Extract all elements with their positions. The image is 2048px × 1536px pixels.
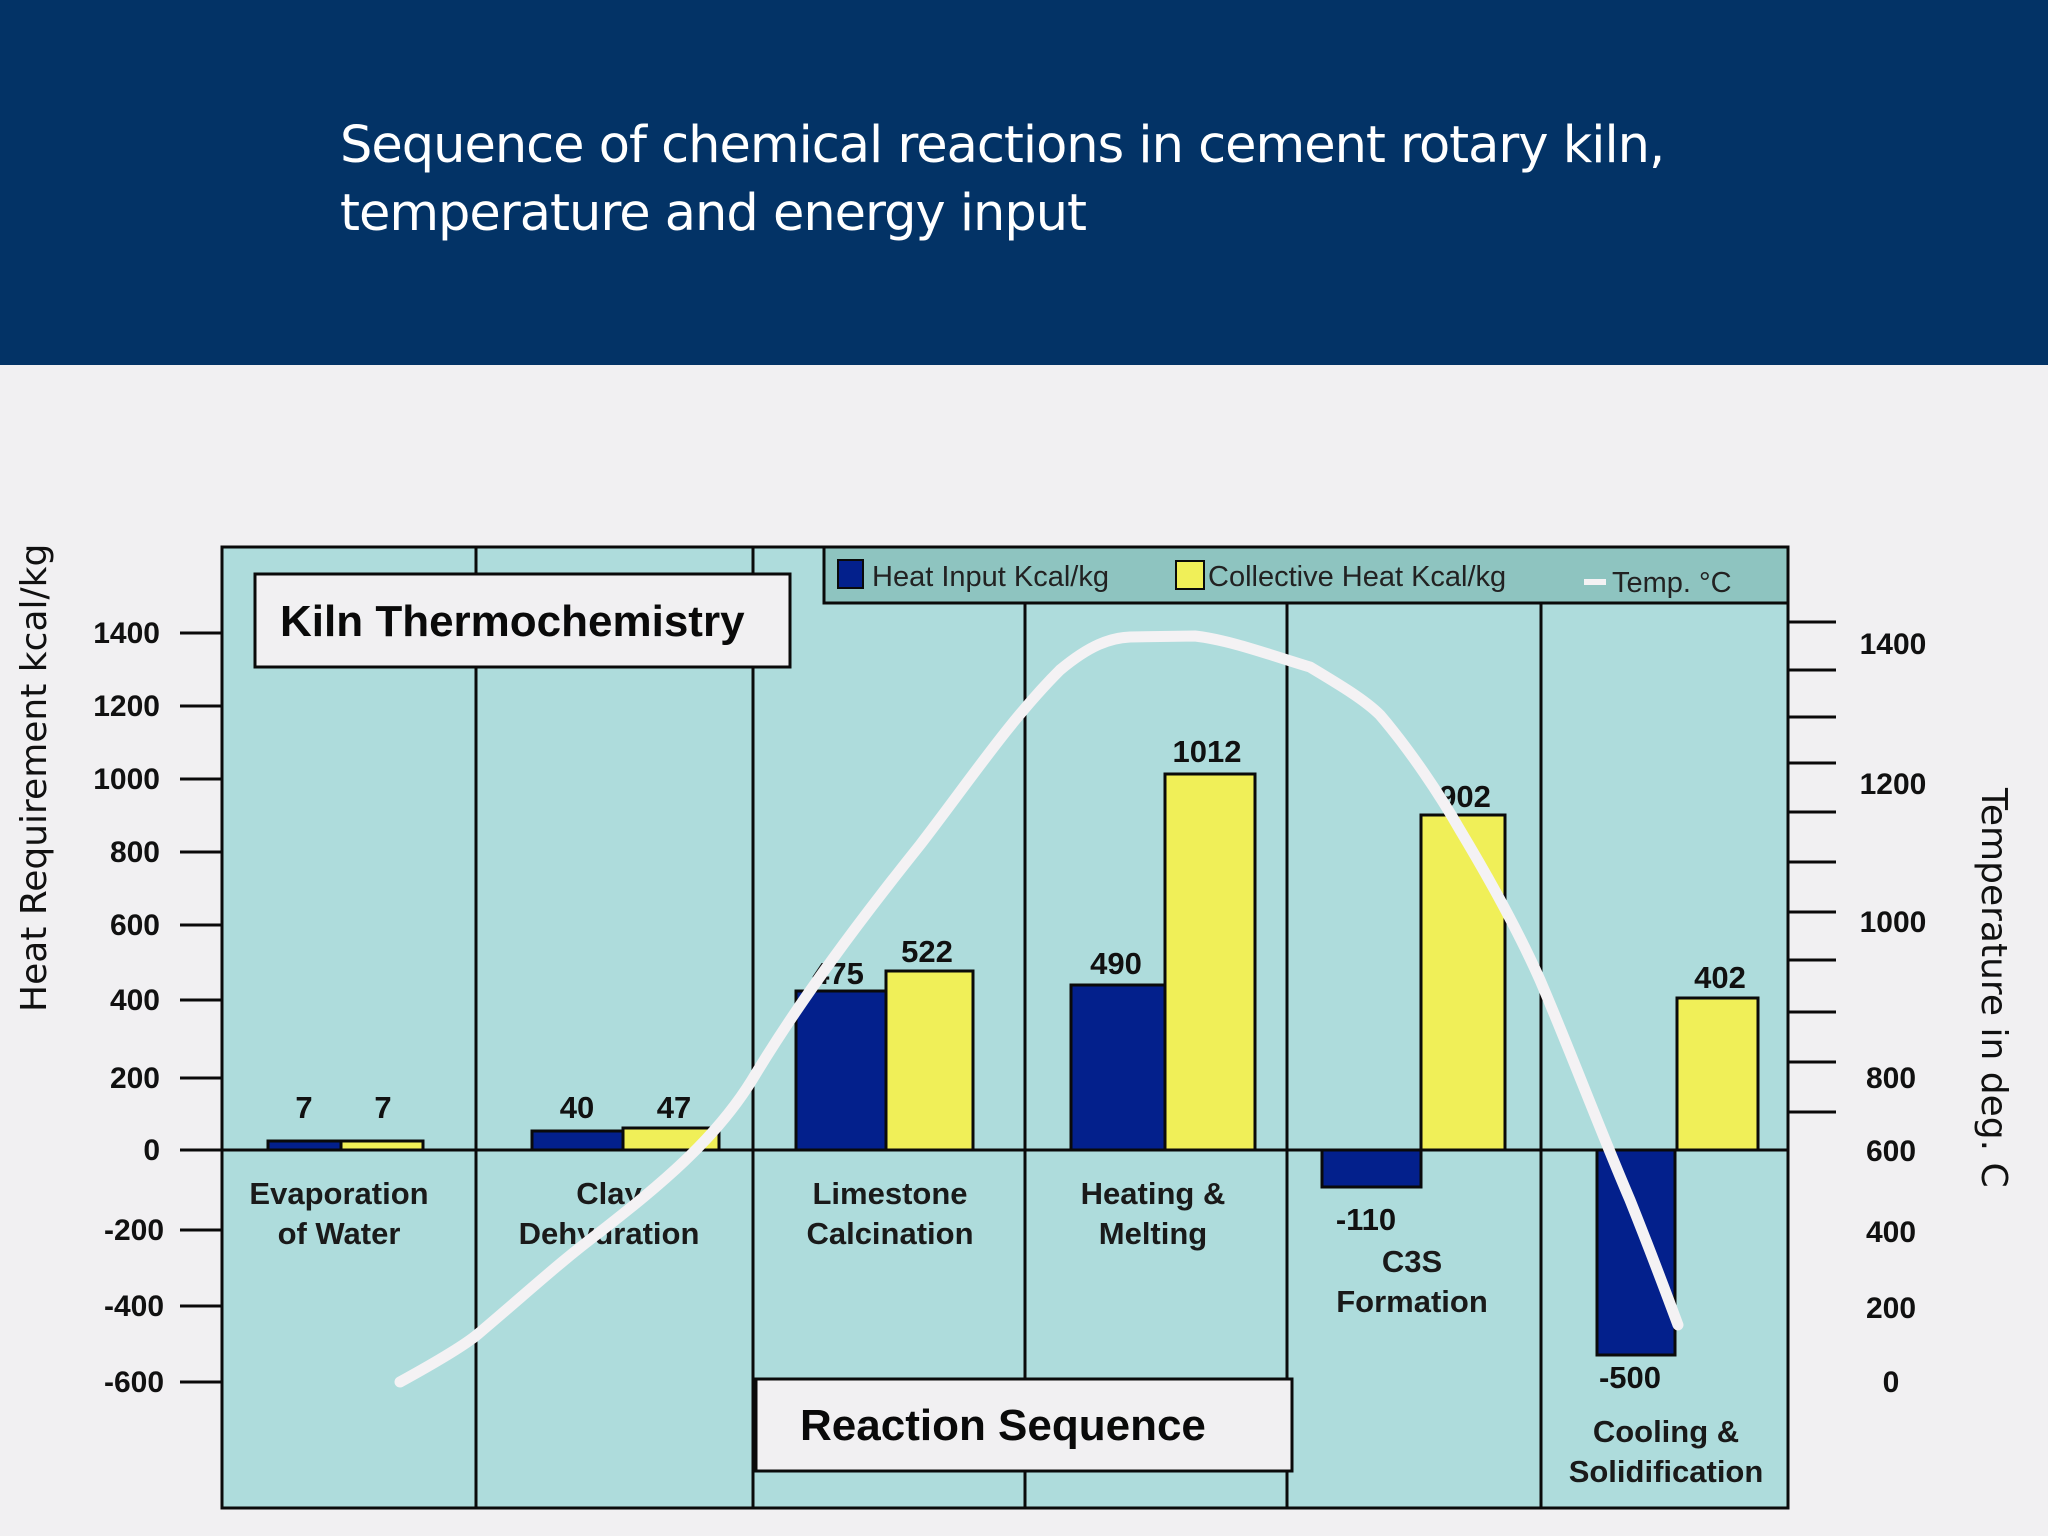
- value-label: 40: [560, 1090, 594, 1125]
- y-tick-label: -400: [104, 1290, 164, 1323]
- right-axis-labels: 1400 1200 1000 800 600 400 200 0: [1860, 628, 1927, 1399]
- y2-tick-label: 1000: [1860, 906, 1927, 939]
- value-label: 522: [901, 934, 953, 969]
- category-label: Calcination: [806, 1216, 973, 1251]
- y-tick-label: 0: [143, 1134, 160, 1167]
- y-tick-label: 1200: [93, 690, 160, 723]
- y-tick-label: 1000: [93, 763, 160, 796]
- bar-collective-limestone: [884, 969, 975, 1152]
- value-label: 490: [1090, 946, 1142, 981]
- y2-tick-label: 600: [1866, 1135, 1916, 1168]
- y-tick-label: -200: [104, 1214, 164, 1247]
- y-tick-label: 200: [110, 1062, 160, 1095]
- legend-label-temperature: Temp. °C: [1612, 567, 1732, 599]
- bar-heat-input-cooling: [1595, 1148, 1677, 1357]
- legend-label-collective-heat: Collective Heat Kcal/kg: [1208, 561, 1506, 593]
- x-axis-title-box: Reaction Sequence: [754, 1377, 1294, 1473]
- slide-header: Sequence of chemical reactions in cement…: [0, 0, 2048, 365]
- legend-box: [822, 545, 1790, 605]
- value-label: 47: [657, 1090, 691, 1125]
- left-axis: [180, 631, 222, 1384]
- bar-heat-input-heating: [1069, 983, 1167, 1152]
- bar-heat-input-limestone: [794, 989, 888, 1152]
- collective-heat-bars: [339, 772, 1760, 1152]
- heat-input-bars: [266, 983, 1677, 1357]
- bar-collective-evaporation: [339, 1139, 425, 1152]
- y2-tick-label: 1200: [1860, 768, 1927, 801]
- chart-legend: Heat Input Kcal/kg Collective Heat Kcal/…: [822, 545, 1790, 605]
- legend-swatch-heat-input: [837, 559, 864, 589]
- plot-area: [220, 545, 1790, 1510]
- y-tick-label: 400: [110, 984, 160, 1017]
- value-label: -110: [1336, 1202, 1396, 1237]
- legend-label-heat-input: Heat Input Kcal/kg: [872, 561, 1109, 593]
- category-label: Limestone: [812, 1176, 967, 1211]
- category-label: Cooling &: [1593, 1414, 1739, 1449]
- x-axis-title: Reaction Sequence: [800, 1401, 1206, 1450]
- y2-tick-label: 0: [1883, 1366, 1900, 1399]
- category-label: C3S: [1382, 1244, 1442, 1279]
- category-label: Evaporation: [249, 1176, 428, 1211]
- y-tick-label: 800: [110, 836, 160, 869]
- category-label: Solidification: [1569, 1454, 1764, 1489]
- y2-tick-label: 400: [1866, 1216, 1916, 1249]
- value-label: 7: [374, 1090, 391, 1125]
- y2-tick-label: 1400: [1860, 628, 1927, 661]
- y-tick-label: 600: [110, 909, 160, 942]
- category-label: Heating &: [1081, 1176, 1226, 1211]
- bar-heat-input-c3s: [1320, 1148, 1423, 1189]
- y2-tick-label: 800: [1866, 1062, 1916, 1095]
- bar-heat-input-evaporation: [266, 1139, 343, 1152]
- chart-title-box: Kiln Thermochemistry: [253, 572, 792, 669]
- bar-collective-c3s: [1419, 813, 1507, 1152]
- category-labels: Evaporation of Water Clay Dehydration Li…: [249, 1176, 1763, 1489]
- value-label: 1012: [1173, 734, 1242, 769]
- bar-value-labels: 7 7 40 47 475 522 490 1012 -110 902 -500…: [295, 734, 1745, 1395]
- temperature-line: [394, 630, 1684, 1388]
- right-axis: [1788, 620, 1836, 1114]
- slide-title-line-2: temperature and energy input: [340, 184, 1087, 243]
- legend-swatch-collective-heat: [1175, 560, 1205, 590]
- y-tick-label: 1400: [93, 617, 160, 650]
- y-tick-label: -600: [104, 1366, 164, 1399]
- value-label: 7: [295, 1090, 312, 1125]
- left-axis-labels: 1400 1200 1000 800 600 400 200 0 -200 -4…: [93, 617, 164, 1399]
- y2-axis-title: Temperature in deg. C: [1973, 787, 2014, 1188]
- value-label: -500: [1599, 1360, 1661, 1395]
- category-label: of Water: [278, 1216, 401, 1251]
- value-label: 402: [1694, 960, 1746, 995]
- y2-tick-label: 200: [1866, 1292, 1916, 1325]
- y-axis-title: Heat Requirement kcal/kg: [14, 544, 55, 1012]
- bar-collective-heating: [1163, 772, 1257, 1152]
- bar-collective-cooling: [1675, 996, 1760, 1152]
- chart-title: Kiln Thermochemistry: [280, 597, 745, 646]
- slide-title-line-1: Sequence of chemical reactions in cement…: [340, 116, 1665, 175]
- bar-heat-input-clay: [530, 1129, 625, 1152]
- slide-title: Sequence of chemical reactions in cement…: [340, 112, 1840, 248]
- category-label: Melting: [1099, 1216, 1208, 1251]
- category-label: Formation: [1336, 1284, 1488, 1319]
